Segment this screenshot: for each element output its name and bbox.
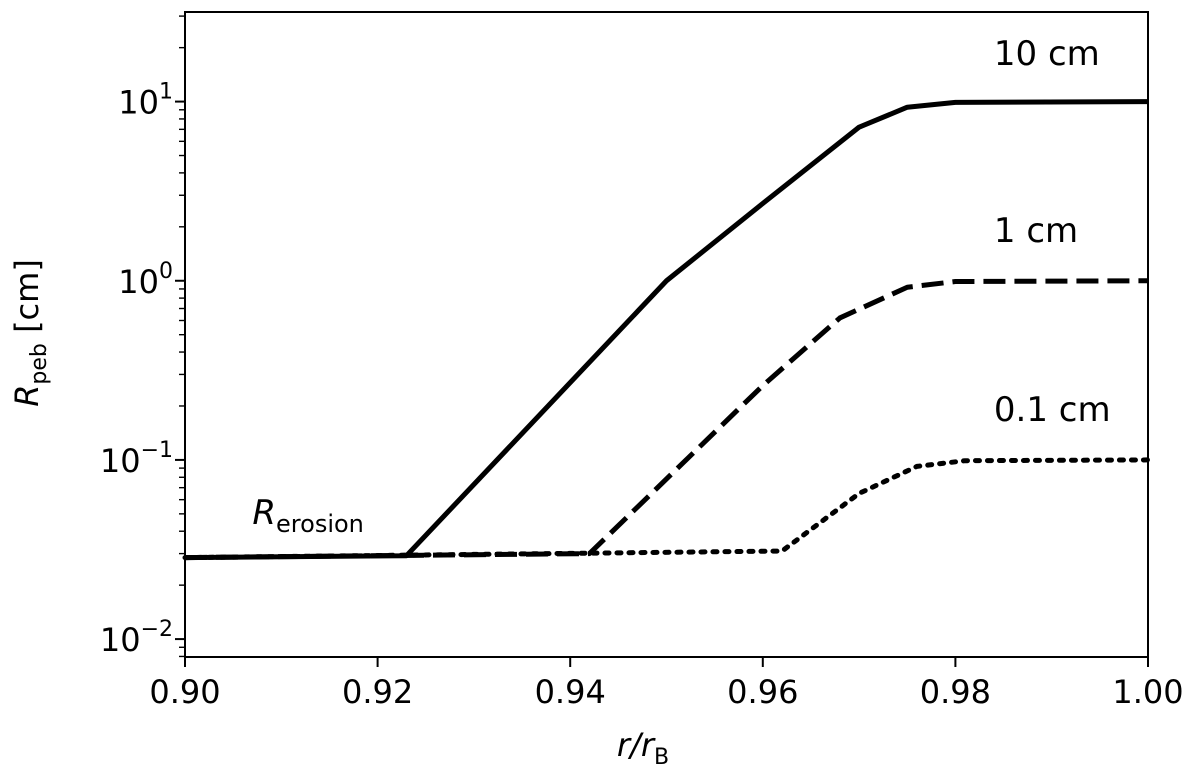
curves xyxy=(182,99,1151,561)
curve-label-sub: erosion xyxy=(276,510,364,538)
series-line xyxy=(182,457,1151,561)
series-line xyxy=(184,99,1149,561)
curve-label-main: 0.1 cm xyxy=(994,390,1111,430)
plot-frame xyxy=(184,11,1149,658)
y-axis-label-unit: [cm] xyxy=(8,259,46,343)
x-tick-label: 0.98 xyxy=(920,673,991,711)
curve-label-main: 10 cm xyxy=(994,34,1100,74)
curve-label-main: 1 cm xyxy=(994,211,1078,251)
y-tick-label-base: 10 xyxy=(118,263,159,301)
y-tick-label-base: 10 xyxy=(118,84,159,122)
x-tick-label: 0.96 xyxy=(727,673,798,711)
x-axis: 0.90 0.92 0.94 0.96 0.98 1.00 xyxy=(149,657,1184,711)
annotations: 10 cm 1 cm 0.1 cm Rerosion xyxy=(252,34,1110,538)
curve-label-main: R xyxy=(252,493,276,533)
y-tick-label: 10−2 xyxy=(100,617,173,659)
x-tick-label: 0.92 xyxy=(342,673,413,711)
y-tick-label: 100 xyxy=(118,259,173,301)
x-axis-label: r/rB xyxy=(617,726,669,770)
y-tick-label: 101 xyxy=(118,80,173,122)
y-tick-label-exp: 1 xyxy=(159,80,173,105)
y-tick-label-base: 10 xyxy=(100,442,141,480)
curve-label: 10 cm xyxy=(994,34,1100,74)
curve-label: 0.1 cm xyxy=(994,390,1111,430)
y-axis-label: Rpeb [cm] xyxy=(8,259,52,407)
y-tick-label-exp: −2 xyxy=(141,617,173,642)
y-tick-label-exp: −1 xyxy=(141,438,173,463)
x-tick-label: 1.00 xyxy=(1112,673,1183,711)
x-tick-label: 0.90 xyxy=(149,673,220,711)
y-tick-label-exp: 0 xyxy=(159,259,173,284)
x-axis-label-sub: B xyxy=(654,745,669,770)
curve-label: 1 cm xyxy=(994,211,1078,251)
x-axis-label-main: r/r xyxy=(617,726,656,764)
series-line xyxy=(184,278,1149,561)
y-tick-label: 10−1 xyxy=(100,438,173,480)
curve-label: Rerosion xyxy=(252,493,363,538)
y-tick-label-base: 10 xyxy=(100,621,141,659)
y-axis-label-sub: peb xyxy=(27,343,52,384)
x-tick-label: 0.94 xyxy=(535,673,606,711)
y-axis-label-main: R xyxy=(8,385,46,407)
